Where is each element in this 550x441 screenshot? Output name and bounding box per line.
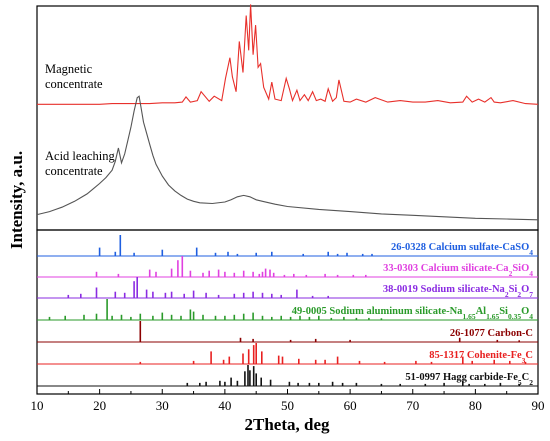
ref-label-2-label_sub3: 7 <box>529 290 533 299</box>
series-line-0 <box>37 4 539 105</box>
series-label-0-line-0: Magnetic <box>45 62 93 76</box>
ref-label-3-label_sub2: 1.65 <box>486 312 499 321</box>
series-line-1 <box>36 95 539 221</box>
ref-label-6-label_plain: 51-0997 Hagg carbide-Fe <box>405 372 518 383</box>
ref-label-1-label_plain: 33-0303 Calcium silicate-Ca <box>383 263 509 274</box>
plot-frame-top <box>36 5 539 231</box>
ref-label-4-label_plain: 26-1077 Carbon-C <box>450 328 533 339</box>
ref-label-3-label_plain3: Si <box>499 306 508 317</box>
x-tick-label-7: 80 <box>469 398 482 413</box>
x-tick-label-3: 40 <box>218 398 231 413</box>
ref-label-3-label_plain2: Al <box>476 306 487 317</box>
ref-label-3-label_sub: 1.65 <box>462 312 475 321</box>
ref-label-5-label_sub: 3 <box>522 356 526 365</box>
x-tick-label-0: 10 <box>31 398 44 413</box>
x-axis: 10 20 30 40 50 60 70 80 90 <box>31 389 545 413</box>
x-tick-label-5: 60 <box>344 398 357 413</box>
ref-label-3-label_sub3: 0.35 <box>508 312 521 321</box>
series-label-1-line-1: concentrate <box>45 164 103 178</box>
ref-label-6: 51-0997 Hagg carbide-Fe5C2 <box>405 372 533 387</box>
ref-label-6-label_plain2: C <box>522 372 530 383</box>
reference-patterns-layer <box>37 235 538 387</box>
ref-label-0: 26-0328 Calcium sulfate-CaSO4 <box>391 242 533 257</box>
ref-label-5-label_plain: 85-1317 Cohenite-Fe <box>429 350 522 361</box>
ref-label-5: 85-1317 Cohenite-Fe3C <box>429 350 533 365</box>
ref-label-1: 33-0303 Calcium silicate-Ca2SiO4 <box>383 263 533 278</box>
ref-label-2-label_sub: 2 <box>505 290 509 299</box>
x-tick-label-8: 90 <box>532 398 545 413</box>
series-label-1-line-0: Acid leaching <box>45 149 116 163</box>
ref-label-1-label_plain2: SiO <box>512 263 529 274</box>
x-tick-label-4: 50 <box>281 398 294 413</box>
ref-label-2: 38-0019 Sodium silicate-Na2Si2O7 <box>383 284 533 299</box>
ref-label-6-label_sub: 5 <box>518 378 522 387</box>
x-tick-label-6: 70 <box>406 398 419 413</box>
ref-label-2-label_plain3: O <box>521 284 529 295</box>
x-axis-label: 2Theta, deg <box>245 415 331 434</box>
y-axis-label: Intensity, a.u. <box>7 151 26 249</box>
series-label-0-line-1: concentrate <box>45 77 103 91</box>
x-tick-label-1: 20 <box>93 398 106 413</box>
ref-label-2-label_plain2: Si <box>509 284 518 295</box>
ref-label-3-label_plain4: O <box>521 306 529 317</box>
x-tick-label-2: 30 <box>156 398 169 413</box>
ref-label-3-label_plain: 49-0005 Sodium aluminum silicate-Na <box>292 306 463 317</box>
ref-label-0-label_plain: 26-0328 Calcium sulfate-CaSO <box>391 242 529 253</box>
ref-label-3-label_sub4: 4 <box>529 312 533 321</box>
ref-label-4: 26-1077 Carbon-C <box>450 328 533 339</box>
series-layer <box>36 4 539 221</box>
ref-label-3: 49-0005 Sodium aluminum silicate-Na1.65A… <box>292 306 533 321</box>
ref-label-2-label_sub2: 2 <box>517 290 521 299</box>
ref-label-0-label_sub: 4 <box>529 248 533 257</box>
ref-label-2-label_plain: 38-0019 Sodium silicate-Na <box>383 284 506 295</box>
ref-label-6-label_sub2: 2 <box>529 378 533 387</box>
ref-label-1-label_sub: 2 <box>509 269 513 278</box>
ref-label-1-label_sub2: 4 <box>529 269 533 278</box>
ref-label-5-label_plain2: C <box>525 350 533 361</box>
